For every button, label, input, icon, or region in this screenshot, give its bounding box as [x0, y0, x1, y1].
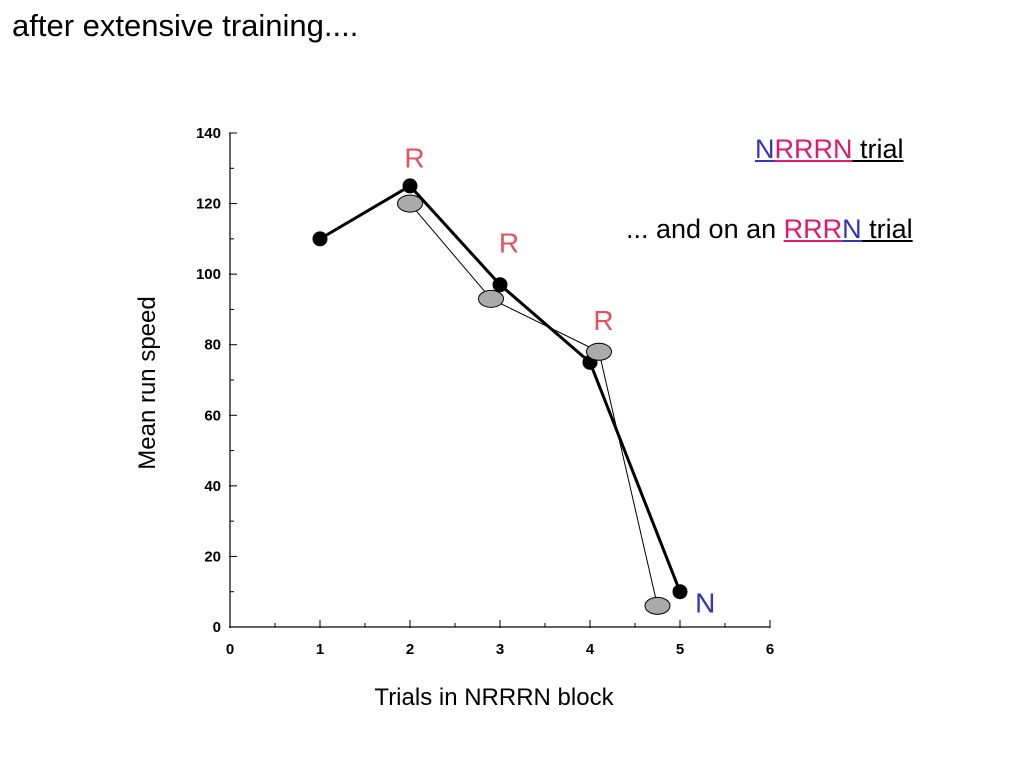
filled-circle-point [492, 277, 508, 293]
legend-text-part: RRRN [774, 134, 853, 164]
filled-circle-point [672, 584, 688, 600]
y-axis-title: Mean run speed [134, 296, 161, 469]
grey-ellipse-point [586, 342, 612, 361]
x-tick-label: 4 [586, 641, 595, 658]
y-tick-label: 40 [204, 478, 221, 495]
legend-text-part: trial [852, 134, 904, 164]
x-tick-label: 3 [496, 641, 504, 658]
trial-type-label-n: N [695, 587, 715, 618]
legend-text-part: RRR [783, 214, 843, 244]
x-tick-label: 5 [676, 641, 684, 658]
filled-circle-point [402, 178, 418, 194]
chart-axes: 0 20 40 60 80 100 120 140 0 1 2 3 4 5 6 Trials in NRRRN… [134, 125, 774, 711]
grey-ellipse-point [397, 194, 423, 213]
y-tick-label: 80 [204, 337, 221, 354]
legend-rrrn-trial: ... and on an RRRN trial [626, 214, 913, 245]
x-tick-label: 1 [316, 641, 324, 658]
y-tick-label: 60 [204, 407, 221, 424]
y-tick-label: 140 [196, 125, 221, 142]
trial-type-label-r: R [593, 305, 613, 336]
trial-type-label-r: R [499, 227, 519, 258]
legend-text-part: ... and on an [626, 214, 784, 244]
legend-text-part: N [842, 214, 862, 244]
y-tick-label: 0 [213, 619, 221, 636]
series-thin-line [409, 203, 658, 606]
x-axis-title: Trials in NRRRN block [374, 684, 614, 711]
filled-circle-point [312, 231, 328, 247]
y-tick-label: 120 [196, 196, 221, 213]
grey-ellipse-point [478, 289, 504, 308]
grey-ellipse-point [644, 596, 671, 615]
legend-text-part: N [755, 134, 775, 164]
y-tick-label: 100 [196, 266, 221, 283]
x-tick-label: 2 [406, 641, 414, 658]
chart-series [312, 178, 688, 615]
legend-text-part: trial [861, 214, 913, 244]
legend-nrrrn-trial: NRRRN trial [755, 134, 904, 165]
x-tick-label: 0 [226, 641, 234, 658]
trial-type-label-r: R [404, 143, 424, 174]
chart-annotations: R R R N [404, 143, 715, 619]
x-tick-label: 6 [766, 641, 774, 658]
slide-title: after extensive training.... [12, 8, 359, 43]
y-tick-label: 20 [204, 548, 221, 565]
